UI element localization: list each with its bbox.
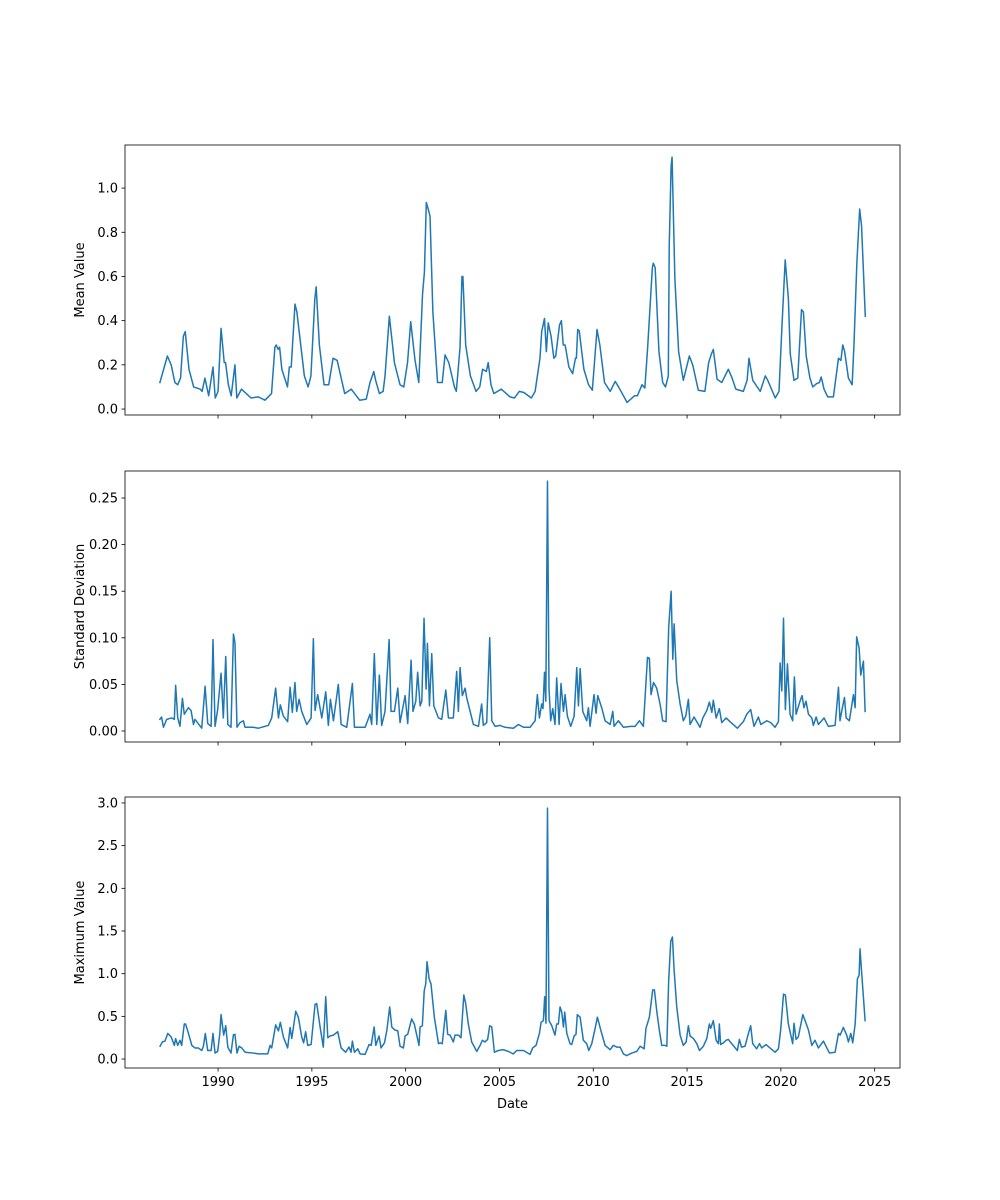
y-tick-label: 2.5 (97, 839, 118, 854)
y-tick-label: 1.5 (97, 925, 118, 940)
maximum-value-subplot: 1990 1995 2000 2005 2010 2015 2020 2025 0.0 0.5 1.… (73, 796, 901, 1112)
data-line (158, 480, 866, 729)
x-tick-label: 2025 (858, 1075, 891, 1090)
y-tick-label: 2.0 (97, 882, 118, 897)
x-tick-label: 2000 (389, 1075, 422, 1090)
x-tick-label: 2020 (764, 1075, 797, 1090)
x-tick-label: 2015 (671, 1075, 704, 1090)
x-tick-label: 2010 (577, 1075, 610, 1090)
y-tick-label: 0.2 (97, 358, 118, 373)
y-tick-label: 0.0 (97, 1053, 118, 1068)
y-axis-label: Mean Value (73, 242, 88, 317)
y-tick-label: 0.10 (89, 631, 118, 646)
y-tick-label: 1.0 (97, 967, 118, 982)
data-line (158, 156, 867, 404)
y-tick-label: 0.15 (89, 585, 118, 600)
y-tick-label: 0.4 (97, 314, 118, 329)
x-tick-label: 1990 (202, 1075, 235, 1090)
y-tick-label: 0.00 (89, 725, 118, 740)
y-tick-label: 0.25 (89, 492, 118, 507)
mean-value-subplot: 0.0 0.2 0.4 0.6 0.8 1.0 Mean Value (73, 144, 901, 419)
y-tick-label: 0.05 (89, 678, 118, 693)
standard-deviation-subplot: 0.00 0.05 0.10 0.15 0.20 0.25 Standard Deviati… (73, 470, 901, 746)
axes-frame (124, 796, 901, 1069)
y-tick-label: 0.5 (97, 1010, 118, 1025)
axes-frame (124, 470, 901, 743)
y-tick-label: 0.6 (97, 270, 118, 285)
y-tick-label: 0.8 (97, 226, 118, 241)
y-axis-label: Maximum Value (73, 881, 88, 985)
x-axis-label: Date (497, 1097, 528, 1112)
data-line (159, 807, 866, 1057)
y-tick-label: 0.0 (97, 403, 118, 418)
axes-frame (124, 144, 901, 416)
x-tick-label: 1995 (295, 1075, 328, 1090)
y-axis-label: Standard Deviation (73, 544, 88, 669)
x-tick-label: 2005 (483, 1075, 516, 1090)
y-tick-label: 3.0 (97, 796, 118, 811)
y-tick-label: 1.0 (97, 182, 118, 197)
y-tick-label: 0.20 (89, 538, 118, 553)
